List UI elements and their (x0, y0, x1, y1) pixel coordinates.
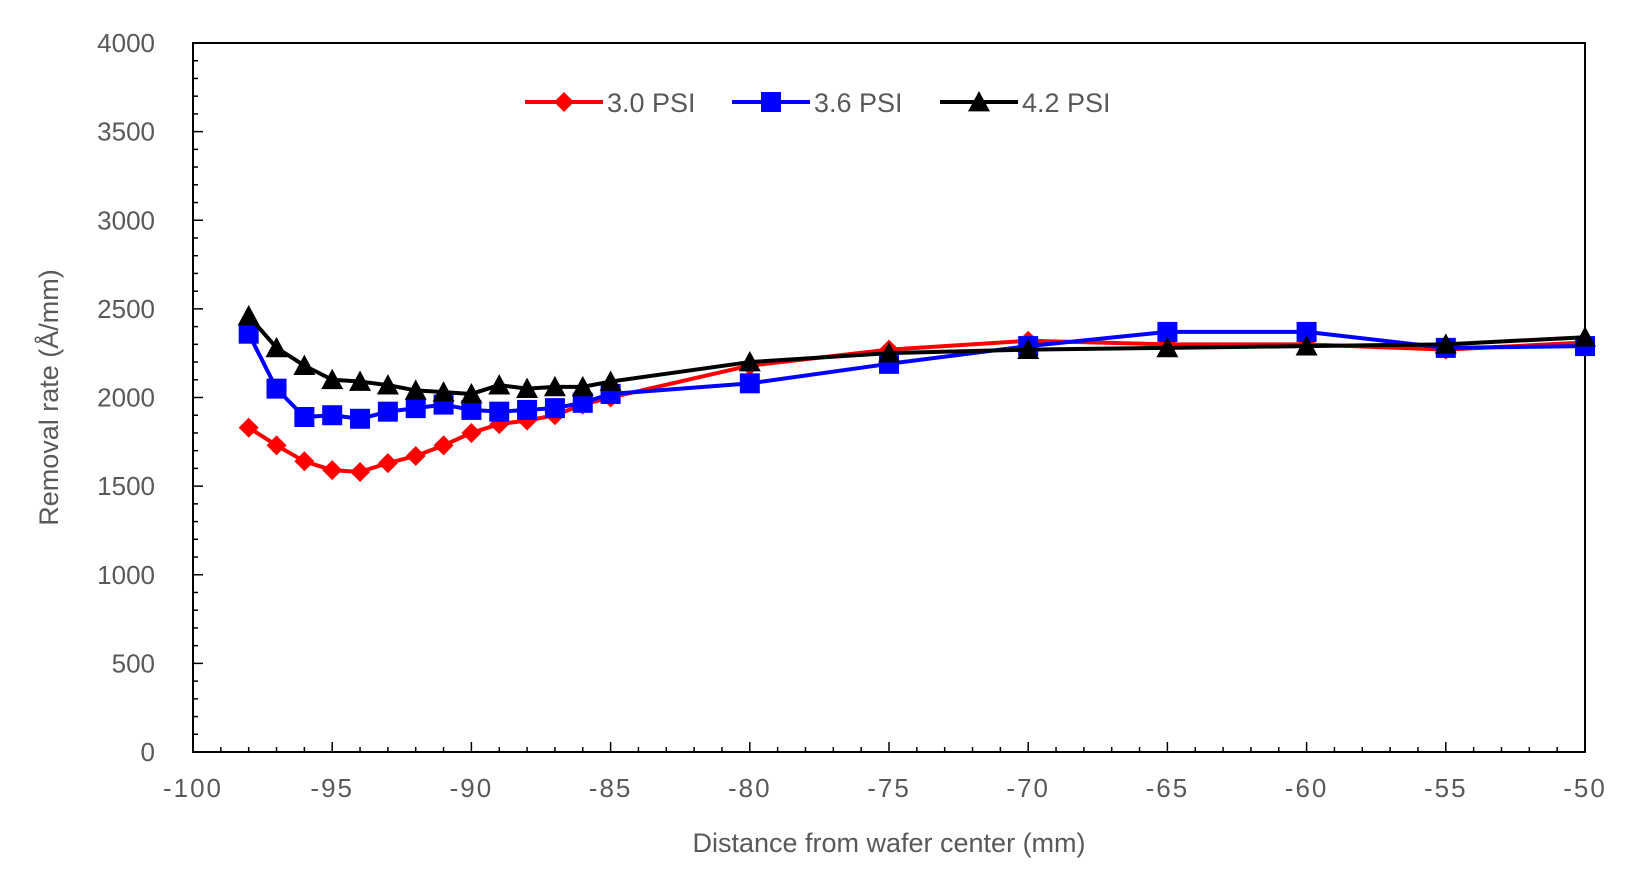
y-tick-label: 2500 (97, 294, 155, 324)
data-point (544, 398, 565, 419)
data-point (238, 323, 259, 344)
x-tick-label: -75 (867, 773, 911, 803)
data-point (878, 342, 900, 363)
legend-item: 4.2 PSI (940, 88, 1111, 118)
data-point (349, 370, 372, 391)
data-point (461, 422, 482, 443)
data-point (572, 392, 593, 413)
legend-item: 3.6 PSI (732, 88, 903, 118)
data-point (460, 382, 483, 404)
data-point (543, 375, 566, 397)
series-3-6-psi (238, 321, 1595, 429)
series-4-2-psi (237, 304, 1596, 404)
data-point (1295, 335, 1318, 356)
data-point (294, 451, 315, 472)
y-tick-label: 3000 (97, 205, 155, 235)
data-point (350, 408, 371, 429)
data-point (1017, 338, 1040, 359)
data-point (322, 460, 343, 481)
x-tick-label: -80 (728, 773, 772, 803)
y-tick-label: 4000 (97, 28, 155, 58)
data-point (432, 381, 455, 402)
x-tick-label: -95 (310, 773, 354, 803)
data-point (599, 370, 622, 391)
data-point (571, 375, 594, 397)
data-point (461, 399, 482, 420)
x-tick-label: -60 (1285, 773, 1329, 803)
data-point (237, 304, 260, 326)
data-point (405, 445, 426, 466)
legend-marker (554, 92, 574, 112)
x-axis-title: Distance from wafer center (mm) (692, 828, 1085, 858)
data-point (516, 377, 539, 398)
data-point (376, 374, 399, 395)
data-point (265, 336, 288, 358)
x-tick-label: -50 (1563, 773, 1607, 803)
data-point (350, 461, 371, 482)
data-point (405, 398, 426, 419)
data-point (266, 378, 287, 399)
x-tick-label: -85 (589, 773, 633, 803)
x-tick-label: -70 (1006, 773, 1050, 803)
data-point (1296, 321, 1317, 342)
data-point (377, 401, 398, 422)
data-point (322, 405, 343, 426)
data-point (294, 406, 315, 427)
legend-label: 4.2 PSI (1022, 88, 1111, 118)
legend-marker (761, 92, 781, 112)
data-point (739, 373, 760, 394)
data-point (433, 435, 454, 456)
plot-frame (192, 42, 1586, 753)
x-tick-label: -100 (163, 773, 223, 803)
data-point (1574, 326, 1596, 347)
y-tick-label: 500 (112, 648, 155, 678)
y-tick-label: 0 (141, 737, 155, 767)
y-tick-label: 3500 (97, 117, 155, 147)
data-point (517, 399, 538, 420)
x-tick-label: -55 (1424, 773, 1468, 803)
legend-label: 3.6 PSI (814, 88, 903, 118)
data-point (266, 435, 287, 456)
series-line (247, 314, 1586, 396)
data-point (238, 417, 259, 438)
y-tick-label: 2000 (97, 383, 155, 413)
axes: 0 500 1000 1500 2000 2500 3000 3500 4000 -100 -95 -… (97, 28, 1607, 803)
data-point (489, 401, 510, 422)
y-tick-label: 1500 (97, 471, 155, 501)
data-point (1157, 321, 1178, 342)
legend-marker (968, 91, 990, 112)
data-point (488, 374, 511, 395)
data-point (321, 368, 344, 390)
data-point (404, 379, 427, 400)
data-point (1156, 336, 1179, 358)
data-point (1434, 333, 1457, 354)
data-point (738, 351, 761, 372)
x-tick-label: -90 (450, 773, 494, 803)
data-point (293, 354, 316, 375)
series-group (237, 304, 1596, 482)
y-tick-label: 1000 (97, 560, 155, 590)
y-axis-title: Removal rate (Å/mm) (33, 269, 64, 526)
x-tick-label: -65 (1146, 773, 1190, 803)
data-point (377, 453, 398, 474)
legend-item: 3.0 PSI (525, 88, 696, 118)
legend-label: 3.0 PSI (607, 88, 696, 118)
legend: 3.0 PSI 3.6 PSI 4.2 PSI (525, 88, 1111, 118)
